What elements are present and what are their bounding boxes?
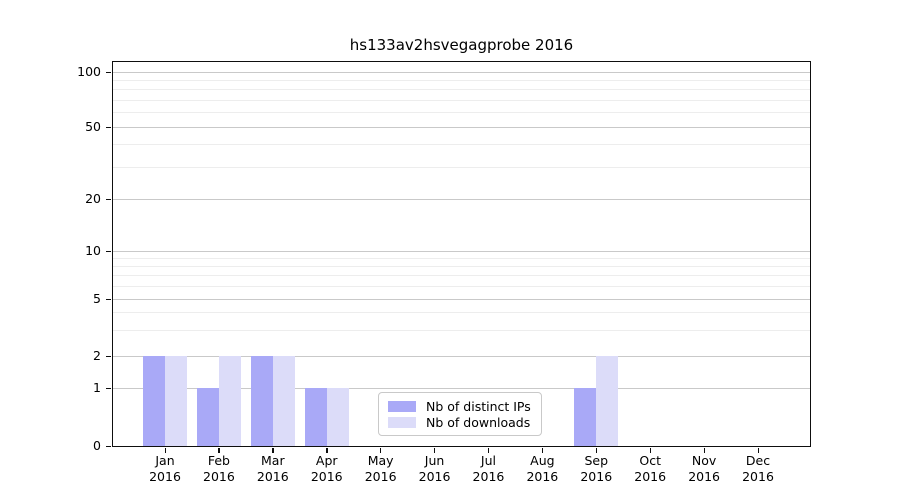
y-tick — [106, 71, 111, 73]
x-tick-label: Jan 2016 — [149, 453, 181, 484]
y-tick — [106, 355, 111, 357]
major-gridline — [113, 355, 810, 357]
legend-label-distinct-ips: Nb of distinct IPs — [426, 399, 531, 414]
x-tick — [757, 447, 759, 453]
x-tick-label: Sep 2016 — [580, 453, 613, 484]
x-tick-label: Nov 2016 — [688, 453, 720, 484]
major-gridline — [113, 126, 810, 128]
x-tick-label: Oct 2016 — [634, 453, 667, 484]
minor-gridline — [113, 265, 810, 267]
y-tick-label: 20 — [85, 191, 101, 206]
x-tick-label: Mar 2016 — [256, 453, 289, 484]
minor-gridline — [113, 330, 810, 332]
legend-swatch-distinct-ips-icon — [388, 401, 416, 412]
bar-nb-of-distinct-ips — [143, 356, 165, 446]
x-tick — [434, 447, 436, 453]
x-tick-label: Aug 2016 — [526, 453, 559, 484]
bar-nb-of-downloads — [326, 388, 349, 446]
minor-gridline — [113, 89, 810, 91]
x-tick — [649, 447, 651, 453]
y-tick-label: 5 — [93, 291, 101, 306]
bar-nb-of-distinct-ips — [250, 356, 273, 446]
minor-gridline — [113, 166, 810, 168]
x-tick-label: Jun 2016 — [418, 453, 451, 484]
bar-nb-of-distinct-ips — [574, 388, 597, 446]
bar-nb-of-distinct-ips — [304, 388, 327, 446]
minor-gridline — [113, 99, 810, 101]
y-tick-label: 10 — [85, 243, 101, 258]
y-tick-label: 100 — [77, 64, 101, 79]
minor-gridline — [113, 144, 810, 146]
x-tick-label: Apr 2016 — [310, 453, 343, 484]
x-tick — [326, 447, 328, 453]
legend: Nb of distinct IPs Nb of downloads — [378, 392, 542, 436]
major-gridline — [113, 298, 810, 300]
x-tick — [218, 447, 220, 453]
y-tick — [106, 126, 111, 128]
y-tick — [106, 298, 111, 300]
x-tick-label: Jul 2016 — [472, 453, 505, 484]
bar-nb-of-downloads — [596, 356, 619, 446]
legend-item-distinct-ips: Nb of distinct IPs — [388, 399, 532, 414]
minor-gridline — [113, 112, 810, 114]
x-tick — [380, 447, 382, 453]
y-tick-label: 0 — [93, 438, 101, 453]
minor-gridline — [113, 257, 810, 259]
x-tick-label: Dec 2016 — [742, 453, 774, 484]
x-tick — [272, 447, 274, 453]
major-gridline — [113, 71, 810, 73]
x-tick — [164, 447, 166, 453]
bar-nb-of-downloads — [218, 356, 241, 446]
x-tick — [595, 447, 598, 453]
y-tick-label: 1 — [93, 380, 101, 395]
x-tick-label: May 2016 — [364, 453, 397, 484]
y-tick-label: 2 — [93, 348, 101, 363]
bar-nb-of-downloads — [272, 356, 295, 446]
bar-nb-of-distinct-ips — [196, 388, 219, 446]
legend-swatch-downloads-icon — [388, 417, 416, 428]
bar-nb-of-downloads — [165, 356, 187, 446]
x-tick-label: Feb 2016 — [203, 453, 235, 484]
legend-item-downloads: Nb of downloads — [388, 415, 532, 430]
y-tick — [106, 445, 111, 447]
y-tick — [106, 250, 111, 252]
major-gridline — [113, 387, 810, 389]
y-tick — [106, 387, 111, 389]
minor-gridline — [113, 79, 810, 81]
x-tick — [541, 447, 544, 453]
plot-area: Nb of distinct IPs Nb of downloads — [112, 61, 811, 447]
y-tick — [106, 198, 111, 200]
y-tick-label: 50 — [85, 119, 101, 134]
chart-title: hs133av2hsvegagprobe 2016 — [349, 36, 574, 54]
legend-label-downloads: Nb of downloads — [426, 415, 531, 430]
major-gridline — [113, 250, 810, 252]
x-tick — [487, 447, 490, 453]
minor-gridline — [113, 285, 810, 287]
x-tick — [703, 447, 705, 453]
minor-gridline — [113, 312, 810, 314]
minor-gridline — [113, 275, 810, 277]
major-gridline — [113, 198, 810, 200]
